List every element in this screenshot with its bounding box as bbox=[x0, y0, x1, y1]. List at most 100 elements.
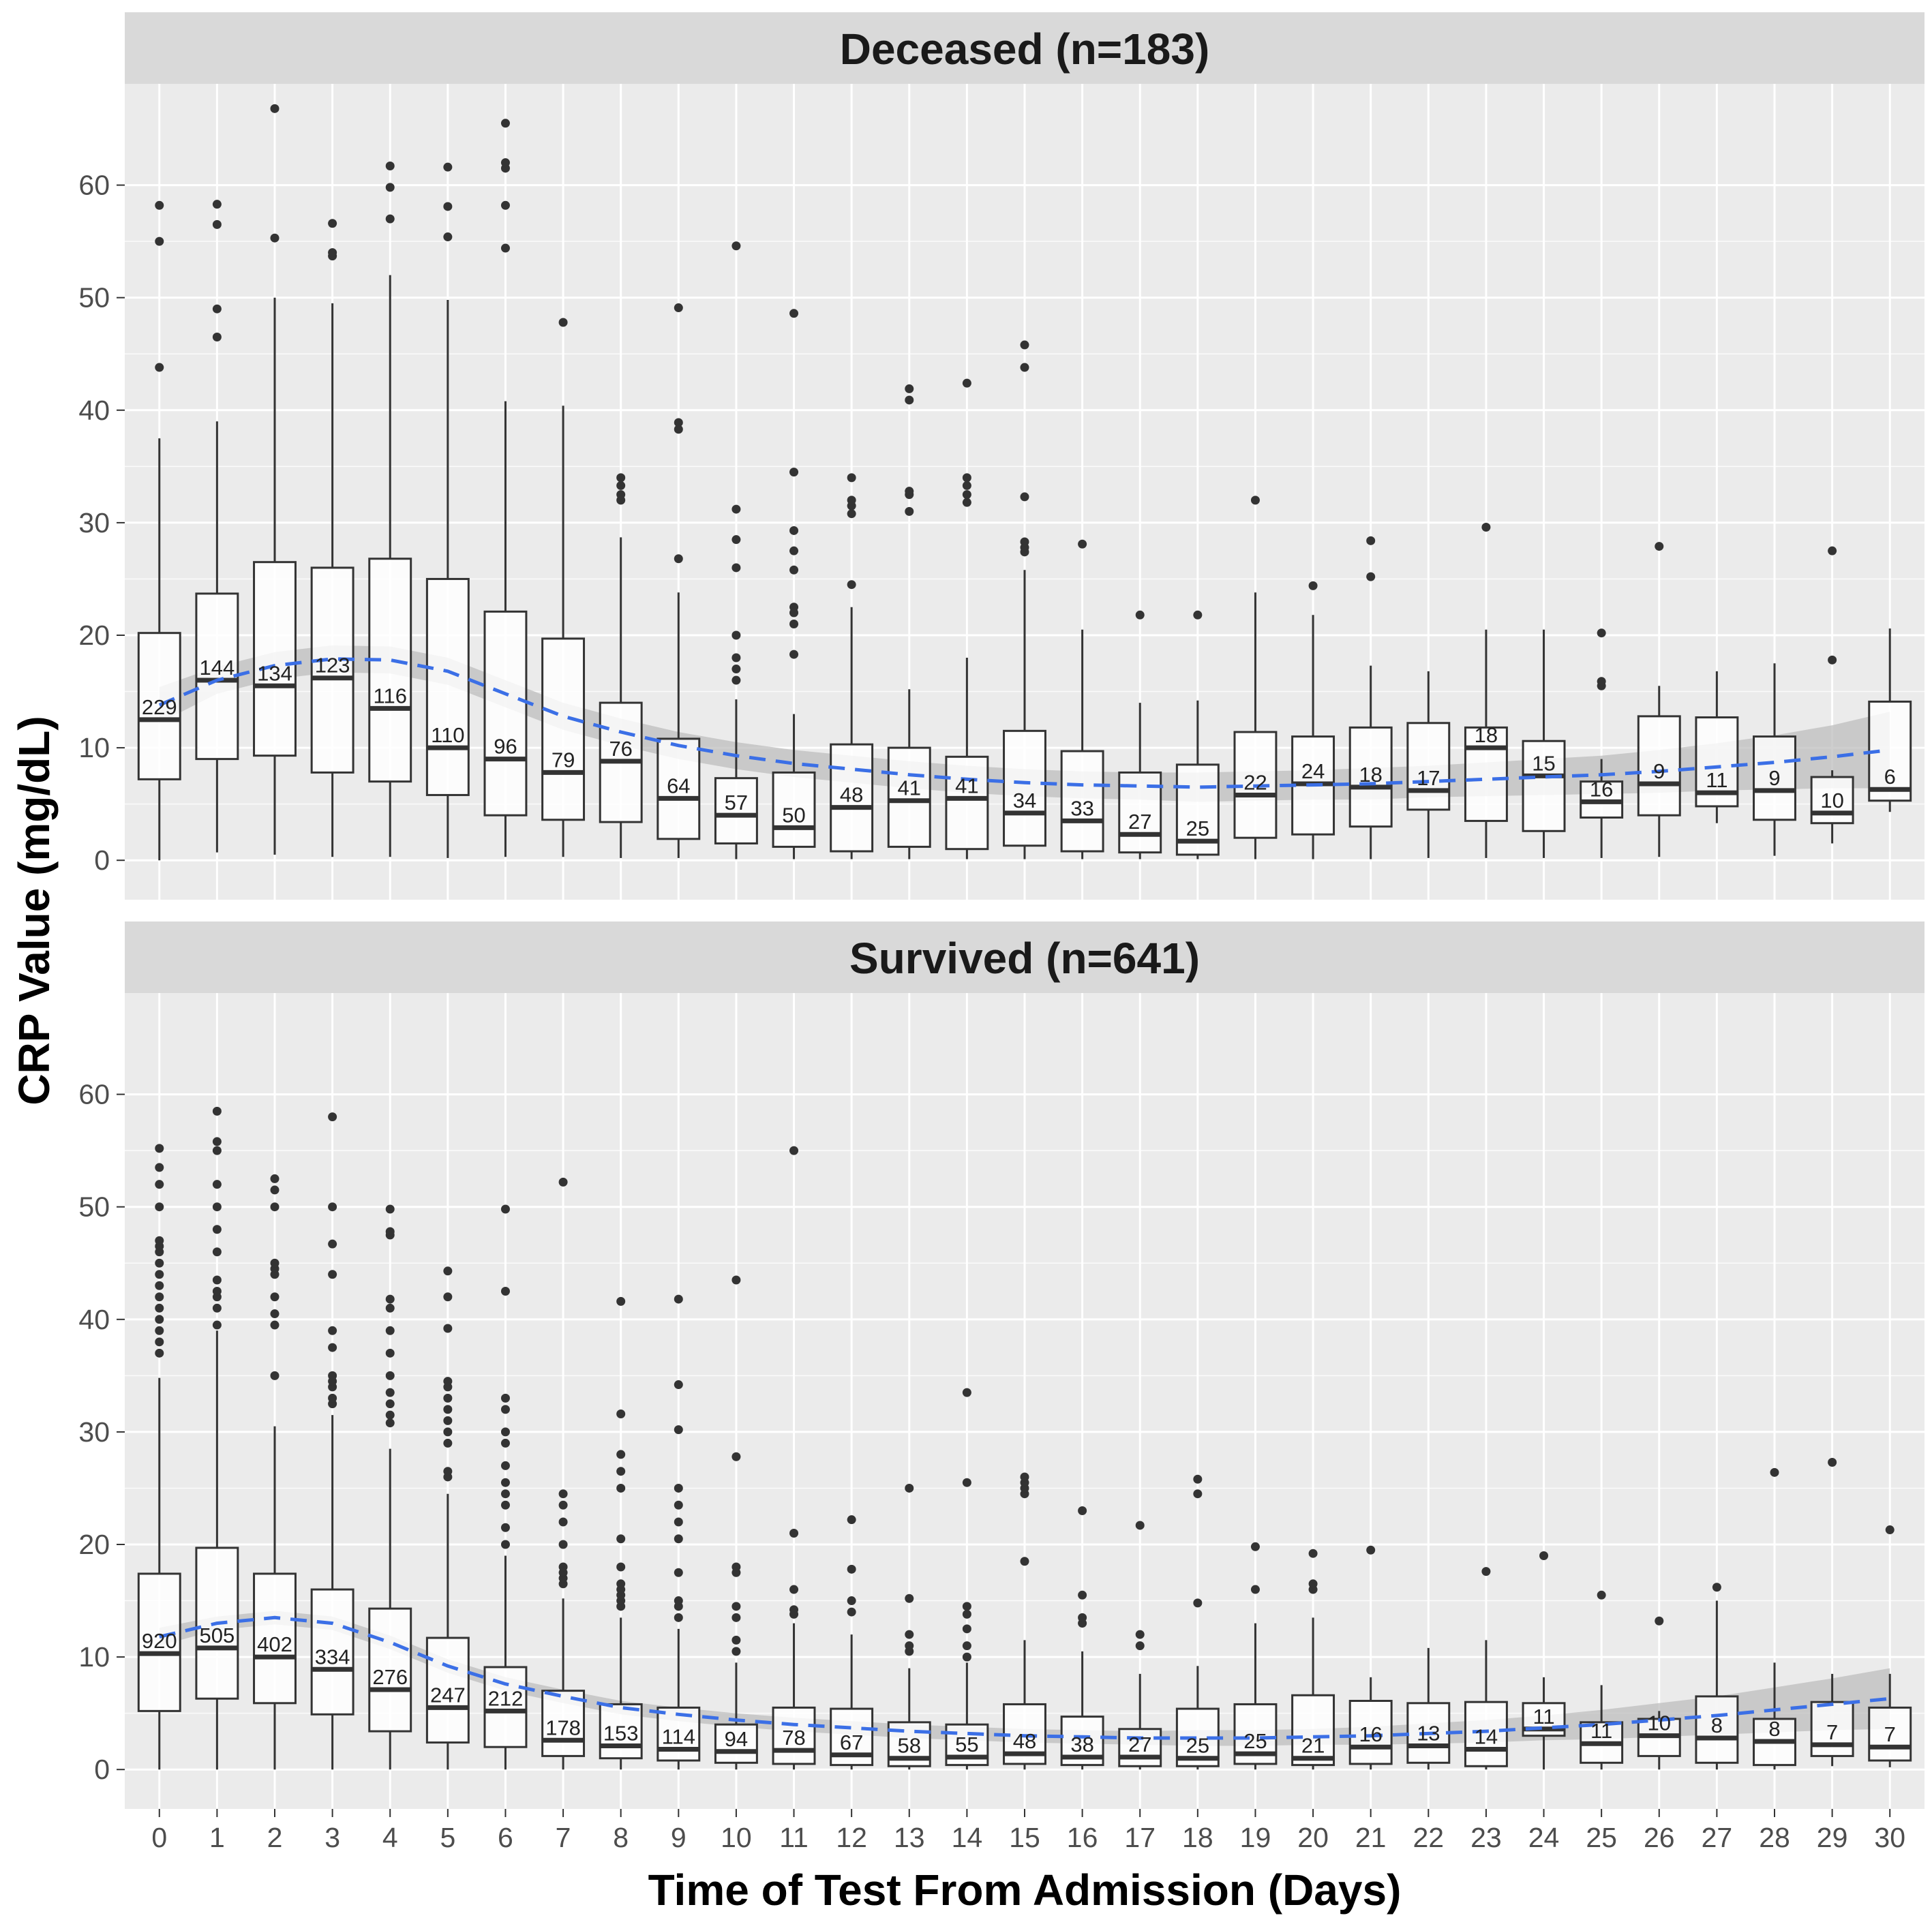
outlier-point bbox=[1308, 1549, 1318, 1558]
box-iqr bbox=[253, 1572, 297, 1705]
outlier-point bbox=[500, 1500, 510, 1510]
outlier-point bbox=[212, 1247, 222, 1257]
outlier-point bbox=[674, 1596, 683, 1606]
n-count-label: 505 bbox=[200, 1624, 235, 1647]
boxplot-day-29 bbox=[1810, 546, 1854, 844]
x-tick-label: 21 bbox=[1355, 1822, 1387, 1853]
boxes-survived bbox=[137, 1106, 1912, 1770]
outlier-point bbox=[1250, 496, 1260, 505]
outlier-point bbox=[500, 1540, 510, 1549]
outlier-point bbox=[674, 1568, 683, 1577]
n-count-label: 247 bbox=[430, 1683, 466, 1707]
outlier-point bbox=[962, 1641, 971, 1651]
n-count-label: 41 bbox=[955, 774, 978, 797]
outlier-point bbox=[962, 490, 971, 500]
outlier-point bbox=[1020, 1557, 1029, 1566]
outlier-point bbox=[212, 1106, 222, 1116]
outlier-point bbox=[1597, 628, 1606, 638]
x-tick-label: 28 bbox=[1759, 1822, 1790, 1853]
boxplot-day-0 bbox=[137, 200, 181, 861]
n-count-label: 7 bbox=[1884, 1722, 1896, 1746]
outlier-point bbox=[1078, 1590, 1087, 1600]
outlier-point bbox=[212, 1287, 222, 1296]
outlier-point bbox=[1193, 1474, 1203, 1484]
outlier-point bbox=[1770, 1467, 1779, 1477]
outlier-point bbox=[500, 1523, 510, 1532]
x-tick-label: 3 bbox=[324, 1822, 340, 1853]
outlier-point bbox=[500, 243, 510, 253]
boxplot-day-4 bbox=[368, 1204, 412, 1770]
n-count-label: 27 bbox=[1128, 810, 1151, 834]
x-tick-label: 8 bbox=[613, 1822, 629, 1853]
x-tick-label: 9 bbox=[671, 1822, 686, 1853]
outlier-point bbox=[789, 1605, 799, 1615]
box-iqr bbox=[1695, 1695, 1739, 1764]
n-count-label: 58 bbox=[898, 1734, 921, 1758]
n-count-label: 55 bbox=[955, 1733, 978, 1756]
outlier-point bbox=[1020, 1472, 1029, 1482]
outlier-point bbox=[1366, 1545, 1376, 1555]
boxplot-day-3 bbox=[310, 219, 354, 857]
x-tick-label: 7 bbox=[556, 1822, 571, 1853]
boxplot-day-11 bbox=[772, 1146, 816, 1770]
boxplot-day-25 bbox=[1580, 1590, 1624, 1770]
box-iqr bbox=[1291, 1694, 1335, 1767]
outlier-point bbox=[616, 1467, 626, 1476]
outlier-point bbox=[962, 498, 971, 507]
box-iqr bbox=[541, 1690, 586, 1757]
outlier-point bbox=[674, 1534, 683, 1544]
box-iqr bbox=[483, 610, 528, 817]
x-tick-label: 0 bbox=[151, 1822, 167, 1853]
outlier-point bbox=[1655, 1616, 1664, 1626]
outlier-point bbox=[731, 1602, 741, 1611]
outlier-point bbox=[905, 1483, 914, 1493]
outlier-point bbox=[385, 162, 395, 171]
box-iqr bbox=[1406, 722, 1451, 811]
outlier-point bbox=[212, 1202, 222, 1212]
n-count-label: 24 bbox=[1301, 759, 1325, 783]
n-count-label: 34 bbox=[1013, 789, 1036, 812]
x-tick-label: 4 bbox=[382, 1822, 398, 1853]
outlier-point bbox=[731, 665, 741, 674]
boxplot-day-28 bbox=[1753, 663, 1796, 856]
y-tick-label: 30 bbox=[78, 507, 110, 538]
boxplot-day-28 bbox=[1753, 1467, 1796, 1770]
x-tick-label: 18 bbox=[1182, 1822, 1213, 1853]
n-count-label: 48 bbox=[840, 783, 863, 807]
outlier-point bbox=[905, 506, 914, 516]
outlier-point bbox=[674, 1483, 683, 1493]
boxplot-day-20 bbox=[1291, 1549, 1335, 1770]
outlier-point bbox=[1828, 655, 1837, 665]
box-iqr bbox=[483, 1666, 528, 1748]
n-count-label: 25 bbox=[1186, 1734, 1209, 1758]
outlier-point bbox=[328, 248, 337, 258]
boxplot-day-9 bbox=[656, 1294, 701, 1770]
outlier-point bbox=[500, 1478, 510, 1487]
outlier-point bbox=[962, 1652, 971, 1662]
boxplot-day-19 bbox=[1233, 1542, 1278, 1770]
x-tick-label: 12 bbox=[836, 1822, 867, 1853]
trend-line-deceased bbox=[158, 657, 1890, 789]
x-tick-label: 20 bbox=[1297, 1822, 1329, 1853]
outlier-point bbox=[905, 487, 914, 496]
outlier-point bbox=[847, 580, 856, 590]
trend-smooth-line bbox=[158, 657, 1890, 789]
box-iqr bbox=[656, 737, 701, 840]
boxplot-day-1 bbox=[195, 200, 239, 853]
boxes-deceased bbox=[137, 104, 1912, 861]
boxplot-day-20 bbox=[1291, 581, 1335, 859]
n-count-label: 33 bbox=[1070, 796, 1093, 820]
n-count-label: 25 bbox=[1186, 817, 1209, 840]
box-iqr bbox=[1348, 726, 1393, 828]
outlier-point bbox=[212, 1225, 222, 1234]
outlier-point bbox=[212, 1146, 222, 1155]
outlier-point bbox=[1193, 1489, 1203, 1499]
n-count-label: 16 bbox=[1359, 1722, 1382, 1746]
box-iqr bbox=[945, 755, 989, 851]
outlier-point bbox=[789, 468, 799, 477]
x-tick-label: 25 bbox=[1586, 1822, 1617, 1853]
outlier-point bbox=[443, 1416, 453, 1425]
outlier-point bbox=[962, 1478, 971, 1487]
outlier-point bbox=[558, 318, 568, 327]
y-tick-label: 30 bbox=[78, 1416, 110, 1448]
